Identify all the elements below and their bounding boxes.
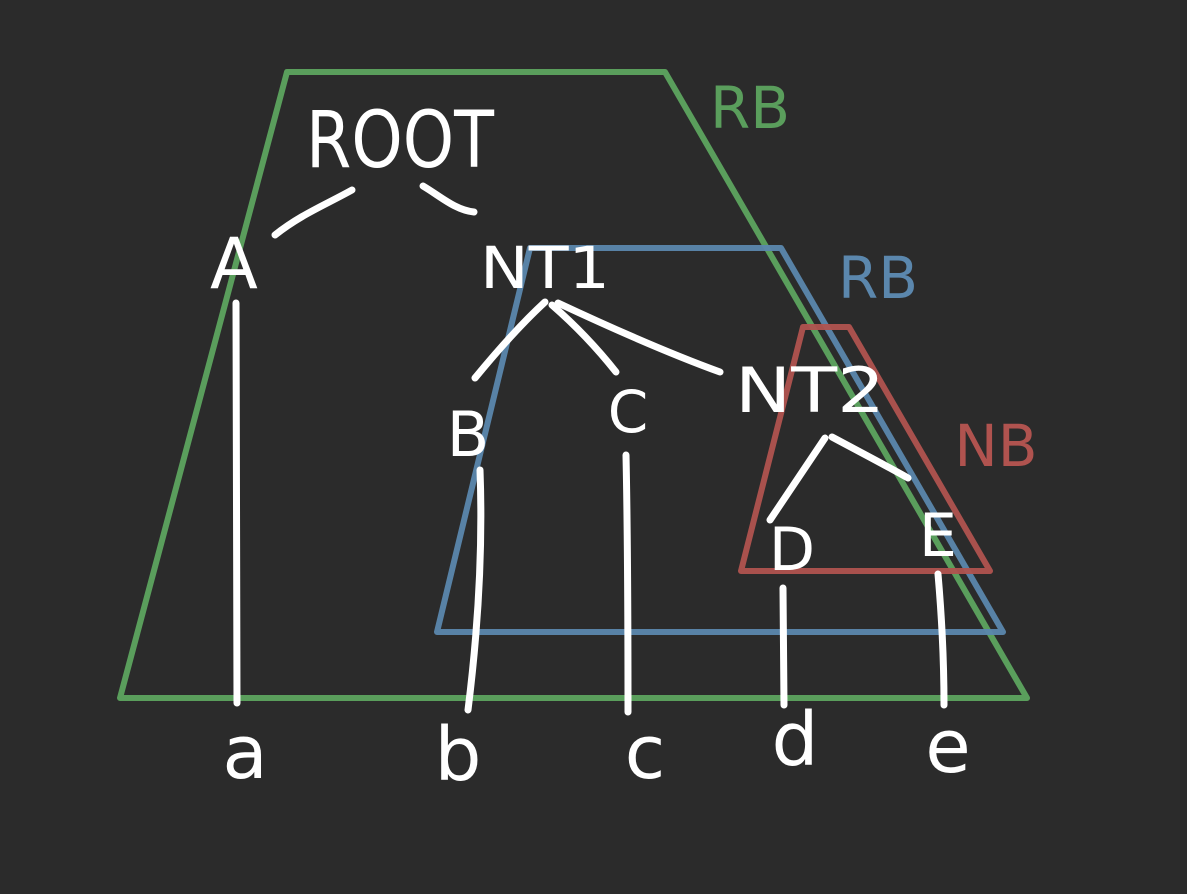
node-nt1: NT1 bbox=[480, 234, 610, 302]
edge-e-leaf bbox=[934, 570, 948, 709]
node-d: D bbox=[769, 515, 815, 585]
edge-b-leaf bbox=[464, 466, 485, 714]
red-region-label: NB bbox=[954, 412, 1037, 480]
green-region-label: RB bbox=[710, 74, 790, 142]
leaf-b: b bbox=[435, 712, 482, 798]
edge-c-leaf bbox=[622, 451, 632, 716]
edge-root-nt1 bbox=[419, 182, 478, 216]
tree-edges bbox=[232, 182, 948, 716]
node-root: ROOT bbox=[306, 96, 494, 186]
node-e: E bbox=[919, 501, 957, 571]
edge-nt1-c bbox=[548, 301, 620, 376]
region-labels: RB RB NB bbox=[710, 74, 1038, 480]
node-c: C bbox=[608, 378, 649, 446]
tree-leaves: a b c d e bbox=[222, 697, 970, 798]
blue-region-label: RB bbox=[838, 244, 918, 312]
leaf-c: c bbox=[625, 710, 666, 796]
edge-nt2-d bbox=[766, 434, 829, 524]
node-nt2: NT2 bbox=[735, 354, 885, 427]
edge-a-leaf bbox=[232, 299, 241, 707]
edge-d-leaf bbox=[779, 584, 788, 709]
tree-nodes: ROOT A NT1 B C NT2 D E bbox=[210, 96, 957, 585]
red-region-outline bbox=[738, 324, 993, 574]
leaf-a: a bbox=[222, 710, 267, 796]
edge-nt2-e bbox=[828, 433, 912, 482]
edge-nt1-nt2 bbox=[554, 299, 724, 376]
node-a: A bbox=[210, 223, 258, 305]
node-b: B bbox=[447, 398, 490, 471]
blue-region-outline bbox=[434, 245, 1006, 635]
leaf-e: e bbox=[925, 704, 971, 790]
green-region-outline bbox=[117, 69, 1030, 701]
edge-nt1-b bbox=[471, 298, 549, 382]
edge-root-a bbox=[271, 186, 356, 239]
leaf-d: d bbox=[772, 697, 819, 783]
